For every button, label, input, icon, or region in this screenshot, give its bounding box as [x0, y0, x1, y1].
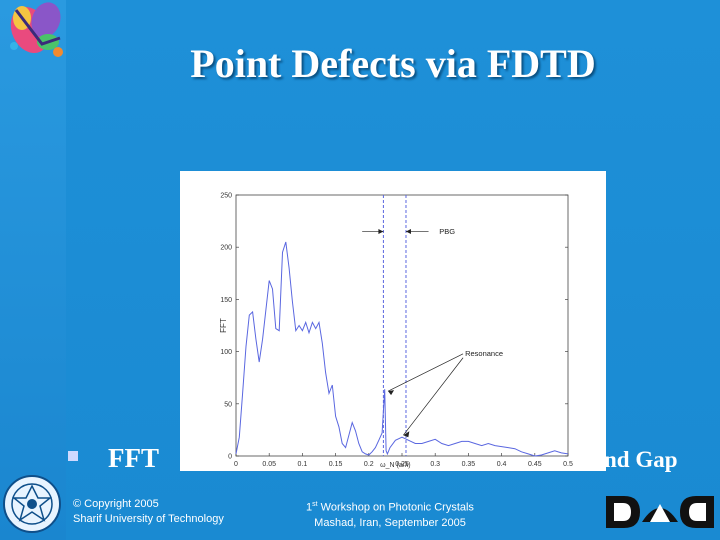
fft-chart: 0 0.05 0.1 0.15 0.2 0.25 0.3 0.35 0.4 0.45 0.5 0 50 1… [219, 193, 573, 470]
x-axis-label: ω_N (a/λ) [380, 462, 410, 469]
x-tick-label: 0 [234, 461, 238, 468]
x-tick-label: 0.1 [298, 461, 308, 468]
fft-series-line [235, 241, 569, 457]
x-tick-label: 0.05 [262, 461, 276, 468]
x-tick-label: 0.35 [462, 461, 476, 468]
pbg-arrowhead-right [405, 229, 411, 235]
resonance-annotation: Resonance [465, 349, 503, 358]
workshop-number: 1 [306, 501, 313, 514]
fft-plot-figure: 0 0.05 0.1 0.15 0.2 0.25 0.3 0.35 0.4 0.45 0.5 0 50 1… [180, 171, 606, 471]
workshop-location: Mashad, Iran, September 2005 [314, 516, 466, 529]
pbg-annotation: PBG [439, 227, 455, 236]
y-tick-label: 0 [228, 454, 232, 461]
x-tick-label: 0.4 [497, 461, 507, 468]
y-tick-label: 250 [220, 193, 232, 200]
slide-title: Point Defects via FDTD [190, 41, 596, 86]
x-tick-label: 0.45 [528, 461, 542, 468]
university-text: Sharif University of Technology [73, 513, 224, 525]
x-tick-label: 0.5 [563, 461, 573, 468]
bullet-marker [68, 451, 78, 461]
y-tick-label: 200 [220, 245, 232, 252]
y-tick-label: 150 [220, 297, 232, 304]
y-tick-label: 100 [220, 349, 232, 356]
footer-workshop: 1st Workshop on Photonic Crystals Mashad… [298, 497, 482, 531]
plot-frame [235, 194, 569, 457]
university-seal-icon [3, 475, 61, 533]
conference-logo-icon [10, 2, 63, 57]
x-tick-label: 0.2 [364, 461, 374, 468]
workshop-line: 1st Workshop on Photonic Crystals [298, 497, 482, 516]
x-tick-label: 0.25 [395, 461, 409, 468]
resonance-arrowhead-1 [388, 390, 395, 396]
footer-copyright: © Copyright 2005 Sharif University of Te… [73, 497, 224, 527]
resonance-arrow-1 [387, 353, 464, 392]
copyright-text: © Copyright 2005 [73, 498, 159, 510]
workshop-title: Workshop on Photonic Crystals [317, 501, 474, 514]
resonance-arrowhead-2 [403, 431, 410, 438]
resonance-arrow-2 [403, 357, 464, 436]
department-logo-icon [606, 496, 714, 528]
y-axis-label: FFT [219, 318, 228, 333]
x-tick-label: 0.3 [430, 461, 440, 468]
bullet-text-band-gap: nd Gap [604, 447, 678, 472]
workshop-ordinal: st [312, 501, 318, 508]
x-tick-label: 0.15 [329, 461, 343, 468]
y-tick-label: 50 [224, 401, 232, 408]
bullet-text-fft: FFT [108, 443, 159, 473]
pbg-arrowhead-left [378, 229, 384, 235]
left-strip [0, 0, 66, 540]
